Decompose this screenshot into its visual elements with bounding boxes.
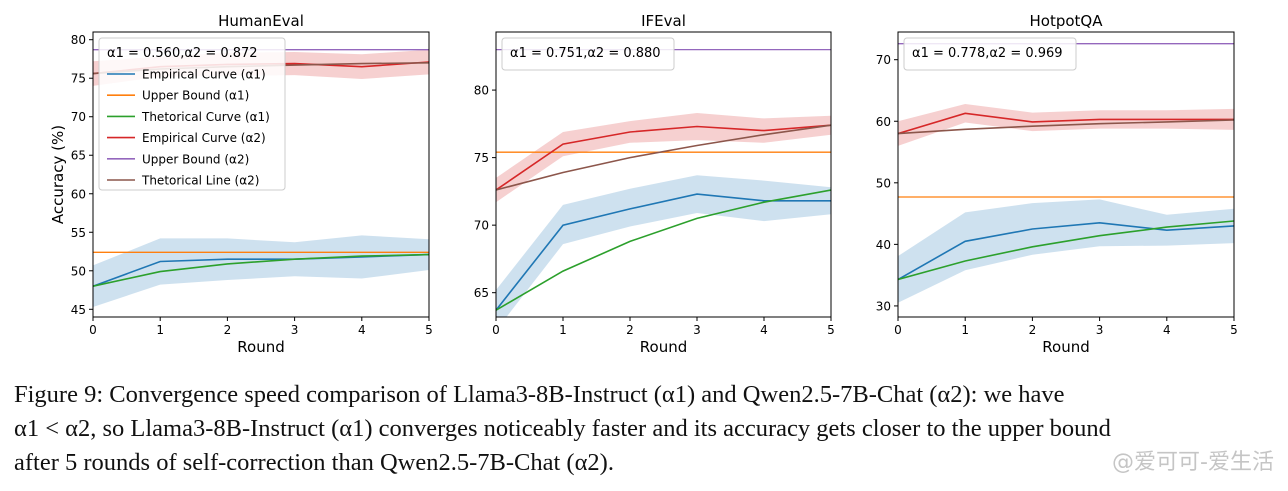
alpha-annotation: α1 = 0.751,α2 = 0.880 xyxy=(510,46,661,61)
y-tick-label: 65 xyxy=(474,286,489,300)
chart-title: HotpotQA xyxy=(1030,12,1104,30)
chart-panel-2: 0 1 2 3 4 5 65 70 75 80 IFEval Round α1 = 0.751,α2 =… xyxy=(474,12,835,356)
legend-entry-5: Upper Bound (α2) xyxy=(142,152,249,166)
caption-line-3: after 5 rounds of self-correction than Q… xyxy=(14,449,614,476)
y-tick-label: 40 xyxy=(876,238,891,252)
y-tick-label: 80 xyxy=(71,33,86,47)
x-tick-label: 2 xyxy=(1029,323,1037,337)
y-tick-label: 70 xyxy=(474,219,489,233)
y-tick-label: 50 xyxy=(876,176,891,190)
y-tick-label: 60 xyxy=(876,115,891,129)
x-tick-label: 2 xyxy=(626,323,634,337)
axes-frame xyxy=(92,31,430,318)
legend-entry-4: Empirical Curve (α2) xyxy=(142,131,266,145)
y-tick-label: 70 xyxy=(71,110,86,124)
watermark: @爱可可-爱生活 xyxy=(1112,450,1274,475)
confidence-band-4 xyxy=(496,113,831,203)
caption-line-1: Figure 9: Convergence speed comparison o… xyxy=(14,381,1065,408)
y-tick-label: 65 xyxy=(71,149,86,163)
x-tick-label: 1 xyxy=(961,323,969,337)
y-tick-label: 60 xyxy=(71,187,86,201)
x-tick-label: 3 xyxy=(1096,323,1104,337)
y-tick-label: 70 xyxy=(876,53,891,67)
y-tick-label: 30 xyxy=(876,299,891,313)
axes-frame xyxy=(897,31,1235,318)
x-tick-label: 4 xyxy=(1163,323,1171,337)
x-tick-label: 5 xyxy=(425,323,433,337)
legend-entry-6: Thetorical Line (α2) xyxy=(141,174,259,188)
y-tick-label: 75 xyxy=(71,72,86,86)
series-line-4 xyxy=(496,124,831,191)
plot-area xyxy=(496,48,831,317)
chart-panel-1: 0 1 2 3 4 54550556065707580HumanEvalRoundAccu… xyxy=(49,12,433,356)
legend-entry-3: Thetorical Curve (α1) xyxy=(141,110,270,124)
series-line-3 xyxy=(898,220,1234,281)
x-tick-label: 5 xyxy=(827,323,835,337)
x-tick-label: 1 xyxy=(156,323,164,337)
y-tick-label: 45 xyxy=(71,303,86,317)
chart-title: HumanEval xyxy=(218,12,304,30)
confidence-band-1 xyxy=(93,235,429,307)
y-tick-label: 55 xyxy=(71,226,86,240)
x-tick-label: 0 xyxy=(89,323,97,337)
x-tick-label: 0 xyxy=(492,323,500,337)
axes-frame xyxy=(495,31,832,318)
x-tick-label: 0 xyxy=(894,323,902,337)
series-line-6 xyxy=(496,124,831,191)
x-axis-label: Round xyxy=(1042,338,1089,356)
legend-entry-1: Empirical Curve (α1) xyxy=(142,68,266,82)
annotation-box xyxy=(501,37,675,71)
legend-box xyxy=(98,37,286,191)
confidence-band-1 xyxy=(496,175,831,317)
caption-line-2: α1 < α2, so Llama3-8B-Instruct (α1) conv… xyxy=(14,415,1111,442)
x-tick-label: 4 xyxy=(760,323,768,337)
series-line-3 xyxy=(93,253,429,287)
legend-entry-2: Upper Bound (α1) xyxy=(142,89,249,103)
x-tick-label: 1 xyxy=(559,323,567,337)
y-tick-label: 50 xyxy=(71,264,86,278)
figure-caption: Figure 9: Convergence speed comparison o… xyxy=(14,378,1276,480)
y-tick-label: 80 xyxy=(474,84,489,98)
x-tick-label: 5 xyxy=(1230,323,1238,337)
x-tick-label: 4 xyxy=(358,323,366,337)
x-axis-label: Round xyxy=(640,338,687,356)
series-line-6 xyxy=(898,119,1234,135)
series-line-1 xyxy=(898,221,1234,281)
y-axis-label: Accuracy (%) xyxy=(49,125,67,224)
annotation-box xyxy=(903,37,1077,71)
chart-title: IFEval xyxy=(641,12,686,30)
series-line-4 xyxy=(898,112,1234,135)
series-line-3 xyxy=(496,189,831,311)
x-axis-label: Round xyxy=(237,338,284,356)
confidence-band-1 xyxy=(898,199,1234,303)
y-tick-label: 75 xyxy=(474,151,489,165)
figure: 0 1 2 3 4 54550556065707580HumanEvalRoundAccu… xyxy=(49,12,1238,356)
x-tick-label: 2 xyxy=(224,323,232,337)
plot-area xyxy=(898,43,1234,303)
x-tick-label: 3 xyxy=(291,323,299,337)
alpha-annotation: α1 = 0.778,α2 = 0.969 xyxy=(912,46,1063,61)
x-tick-label: 3 xyxy=(693,323,701,337)
chart-panel-3: 0 1 2 3 4 5 30 40 50 60 70 HotpotQA Round α1 = 0.778,… xyxy=(876,12,1238,356)
alpha-annotation: α1 = 0.560,α2 = 0.872 xyxy=(107,46,258,61)
